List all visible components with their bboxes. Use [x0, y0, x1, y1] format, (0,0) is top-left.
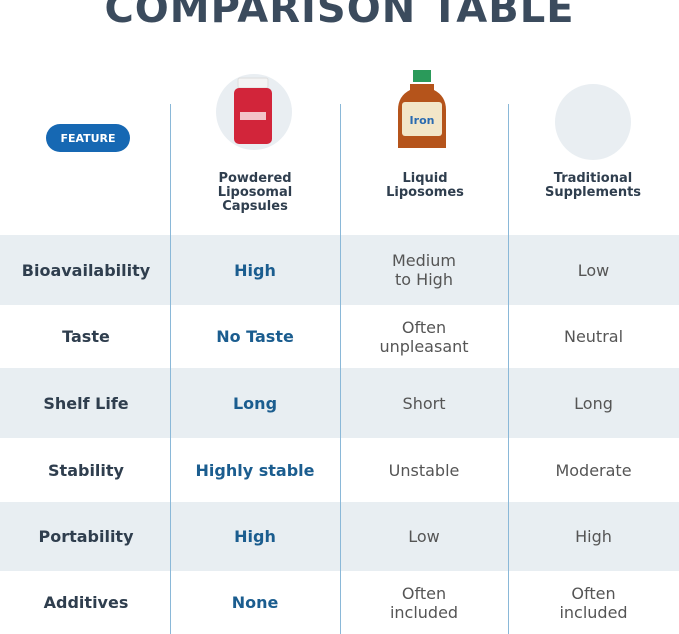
table-cell: High	[234, 527, 276, 546]
table-row: Bioavailability High Medium to High Low	[0, 235, 679, 305]
table-cell: High	[575, 527, 612, 546]
row-label: Taste	[62, 327, 110, 346]
row-label: Shelf Life	[43, 393, 129, 413]
table-cell: Short	[402, 393, 446, 413]
table-cell: Long	[574, 393, 613, 413]
table-cell: Often included	[559, 583, 628, 622]
column-header: Powdered Liposomal Capsules	[217, 171, 293, 214]
row-label: Stability	[48, 460, 124, 480]
table-row: Portability High Low High	[0, 502, 679, 571]
column-header: Liquid Liposomes	[386, 171, 464, 200]
table-row: Taste No Taste Often unpleasant Neutral	[0, 305, 679, 368]
table-cell: Highly stable	[195, 460, 315, 480]
row-label: Bioavailability	[21, 260, 151, 280]
table-cell: Medium to High	[392, 251, 456, 289]
table-cell: Moderate	[555, 460, 632, 480]
column-divider	[508, 104, 509, 634]
table-cell: Unstable	[388, 460, 460, 480]
table-row: Additives None Often included Often include…	[0, 571, 679, 634]
title: COMPARISON TABLE	[104, 0, 575, 32]
table-cell: Low	[577, 260, 610, 280]
product-images: Iron	[216, 70, 631, 160]
table-cell: No Taste	[216, 327, 294, 346]
column-divider	[170, 104, 171, 634]
table-cell: High	[234, 260, 276, 280]
table-cell: None	[231, 593, 279, 612]
table-cell: Often unpleasant	[379, 317, 469, 356]
svg-text:Iron: Iron	[410, 114, 435, 127]
table-row: Shelf Life Long Short Long	[0, 368, 679, 438]
column-divider	[340, 104, 341, 634]
table-row: Stability Highly stable Unstable Moderate	[0, 438, 679, 502]
column-header: Traditional Supplements	[544, 171, 642, 200]
row-label: Portability	[38, 527, 134, 546]
table-cell: Long	[232, 393, 278, 413]
table-cell: Often included	[389, 583, 459, 622]
table-cell: Low	[408, 527, 440, 546]
row-label: Additives	[43, 593, 129, 612]
feature-pill: FEATURE	[46, 124, 130, 152]
table-cell: Neutral	[563, 327, 624, 346]
